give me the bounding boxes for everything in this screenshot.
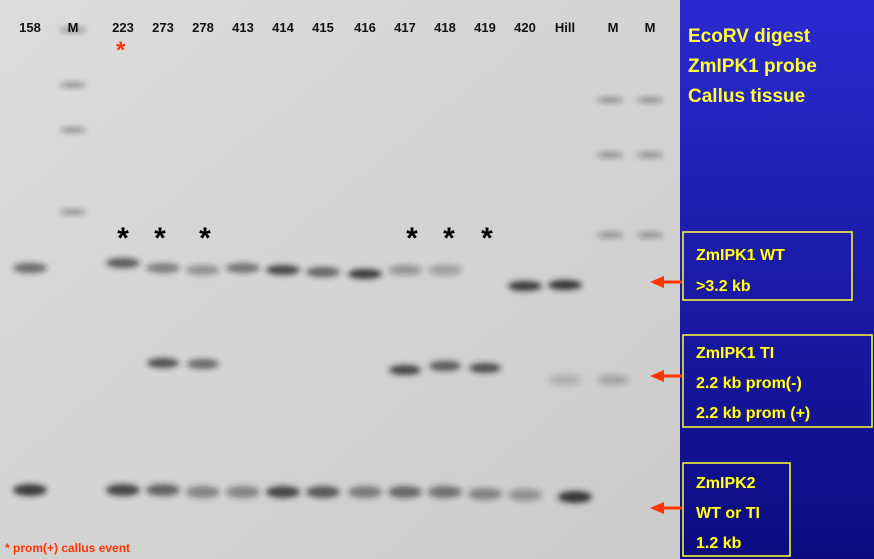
band — [13, 484, 47, 496]
band — [469, 363, 501, 373]
band — [637, 98, 663, 102]
band — [389, 365, 421, 375]
band — [186, 486, 220, 498]
lane-label: 278 — [192, 20, 214, 35]
band — [60, 128, 86, 132]
lane-label: M — [645, 20, 656, 35]
band — [306, 486, 340, 498]
blot-image — [0, 0, 680, 559]
asterisk: * — [481, 222, 493, 255]
box-text: 1.2 kb — [696, 535, 742, 552]
title-line: Callus tissue — [688, 86, 805, 107]
band — [60, 83, 86, 87]
band — [429, 361, 461, 371]
red-asterisk: * — [116, 37, 126, 64]
lane-label: M — [608, 20, 619, 35]
asterisk: * — [154, 222, 166, 255]
lane-label: 416 — [354, 20, 376, 35]
band — [266, 486, 300, 498]
box-text: 2.2 kb prom (+) — [696, 405, 810, 422]
band — [388, 486, 422, 498]
band — [428, 265, 462, 275]
box-text: ZmIPK1 TI — [696, 345, 774, 362]
box-text: >3.2 kb — [696, 278, 751, 295]
band — [428, 486, 462, 498]
band — [508, 489, 542, 501]
lane-label: 419 — [474, 20, 496, 35]
band — [106, 258, 140, 268]
band — [226, 486, 260, 498]
lane-label: 413 — [232, 20, 254, 35]
band — [348, 269, 382, 279]
band — [637, 233, 663, 237]
band — [597, 153, 623, 157]
band — [106, 484, 140, 496]
band — [146, 484, 180, 496]
band — [388, 265, 422, 275]
lane-label: 158 — [19, 20, 41, 35]
asterisk: * — [406, 222, 418, 255]
title-line: ZmIPK1 probe — [688, 56, 817, 77]
band — [60, 210, 86, 214]
band — [508, 281, 542, 291]
band — [597, 375, 629, 385]
band — [13, 263, 47, 273]
band — [187, 359, 219, 369]
band — [597, 98, 623, 102]
band — [597, 233, 623, 237]
lane-label: 415 — [312, 20, 334, 35]
box-text: 2.2 kb prom(-) — [696, 375, 802, 392]
band — [549, 375, 581, 385]
title-line: EcoRV digest — [688, 26, 811, 47]
lane-label: 417 — [394, 20, 416, 35]
band — [637, 153, 663, 157]
box-text: ZmIPK2 — [696, 475, 756, 492]
lane-label: 414 — [272, 20, 294, 35]
band — [548, 280, 582, 290]
band — [468, 488, 502, 500]
lane-label: 273 — [152, 20, 174, 35]
band — [146, 263, 180, 273]
band — [266, 265, 300, 275]
band — [147, 358, 179, 368]
band — [306, 267, 340, 277]
lane-label: Hill — [555, 20, 575, 35]
lane-label: 223 — [112, 20, 134, 35]
box-text: ZmIPK1 WT — [696, 247, 785, 264]
slide: 158 M 223 273 278 413 414 415 416 417 418 419 420 Hil… — [0, 0, 874, 559]
asterisk: * — [117, 222, 129, 255]
asterisk: * — [199, 222, 211, 255]
band — [348, 486, 382, 498]
lane-label: M — [68, 20, 79, 35]
lane-label: 420 — [514, 20, 536, 35]
box-text: WT or TI — [696, 505, 760, 522]
lane-label: 418 — [434, 20, 456, 35]
band — [558, 491, 592, 503]
band — [226, 263, 260, 273]
band — [186, 265, 220, 275]
footnote: * prom(+) callus event — [5, 541, 130, 555]
asterisk: * — [443, 222, 455, 255]
